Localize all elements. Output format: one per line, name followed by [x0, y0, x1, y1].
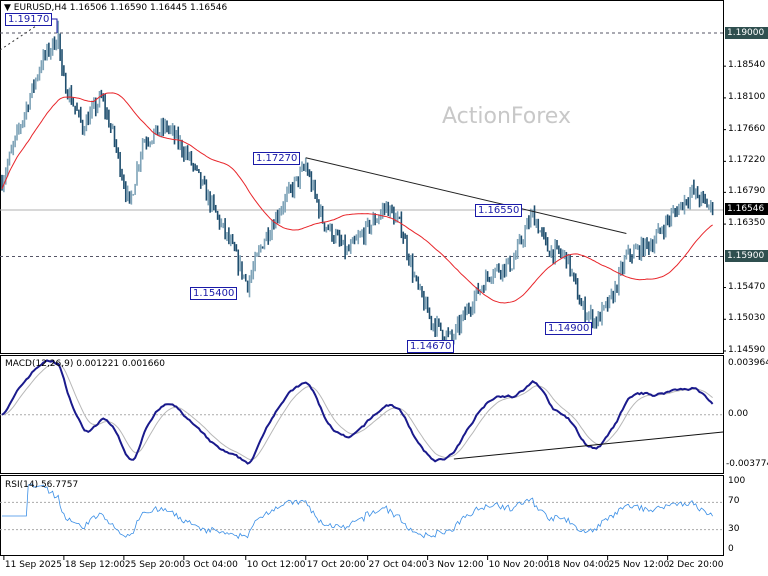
time-axis-tick: 25 Nov 12:00 [608, 560, 670, 570]
price-axis-tick: 1.18540 [728, 60, 766, 71]
price-label-low: 1.14670 [407, 340, 455, 353]
rsi-line [2, 483, 713, 540]
macd-axis-tick: 0.003964 [728, 358, 768, 368]
time-axis-tick: 18 Nov 04:00 [548, 560, 610, 570]
time-axis-tick: 25 Sep 20:00 [124, 560, 185, 570]
level-tag-1.19000: 1.19000 [725, 27, 768, 39]
macd-support-trendline [453, 431, 724, 460]
rsi-axis-tick: 30 [728, 523, 740, 534]
macd-signal-line [1, 363, 713, 461]
time-axis-tick: 3 Nov 12:00 [428, 560, 484, 570]
price-axis-tick: 1.18100 [728, 91, 766, 102]
price-label-high: 1.19170 [5, 13, 53, 26]
resistance-trendline [305, 157, 627, 234]
rsi-title: RSI(14) 56.7757 [5, 480, 79, 490]
time-axis-tick: 27 Oct 04:00 [368, 560, 428, 570]
macd-line [1, 359, 714, 465]
symbol-label: EURUSD,H4 [13, 3, 67, 13]
price-axis-tick: 1.17660 [728, 123, 766, 134]
chart-header: ▼ EURUSD,H4 1.16506 1.16590 1.16445 1.16… [4, 3, 227, 14]
rsi-axis-tick: 0 [728, 544, 734, 554]
price-axis-tick: 1.15030 [728, 313, 766, 324]
time-axis-tick: 11 Sep 2025 [4, 560, 62, 570]
watermark: ActionForex [442, 104, 571, 129]
ohlc-values: 1.16506 1.16590 1.16445 1.16546 [69, 3, 228, 13]
time-axis-tick: 10 Nov 20:00 [488, 560, 550, 570]
current-price-tag: 1.16546 [725, 203, 768, 215]
price-axis-tick: 1.16790 [728, 186, 766, 197]
moving-average-line [1, 92, 713, 304]
rsi-panel-frame [0, 475, 724, 556]
time-axis-tick: 17 Oct 20:00 [306, 560, 366, 570]
price-axis-tick: 1.14590 [728, 345, 766, 355]
level-tag-1.15900: 1.15900 [725, 250, 768, 262]
price-label: 1.15400 [190, 287, 238, 300]
collapse-triangle-icon[interactable]: ▼ [4, 3, 11, 13]
price-label: 1.14900 [545, 322, 593, 335]
price-label: 1.17270 [253, 152, 301, 165]
macd-axis-tick: 0.00 [728, 409, 749, 419]
price-axis-tick: 1.17220 [728, 155, 766, 166]
time-axis-tick: 2 Dec 20:00 [668, 560, 724, 570]
price-label: 1.16550 [475, 204, 523, 217]
rsi-axis-tick: 70 [728, 496, 740, 507]
time-axis-tick: 3 Oct 04:00 [184, 560, 238, 570]
main-panel-frame [0, 0, 724, 354]
rsi-axis-tick: 100 [728, 476, 746, 486]
price-axis-tick: 1.15470 [728, 281, 766, 292]
macd-title: MACD(12,26,9) 0.001221 0.001660 [5, 359, 165, 369]
price-axis-tick: 1.16350 [728, 218, 766, 229]
time-axis-tick: 10 Oct 12:00 [246, 560, 306, 570]
time-axis-tick: 18 Sep 12:00 [64, 560, 125, 570]
macd-axis-tick: -0.003774 [726, 459, 768, 469]
